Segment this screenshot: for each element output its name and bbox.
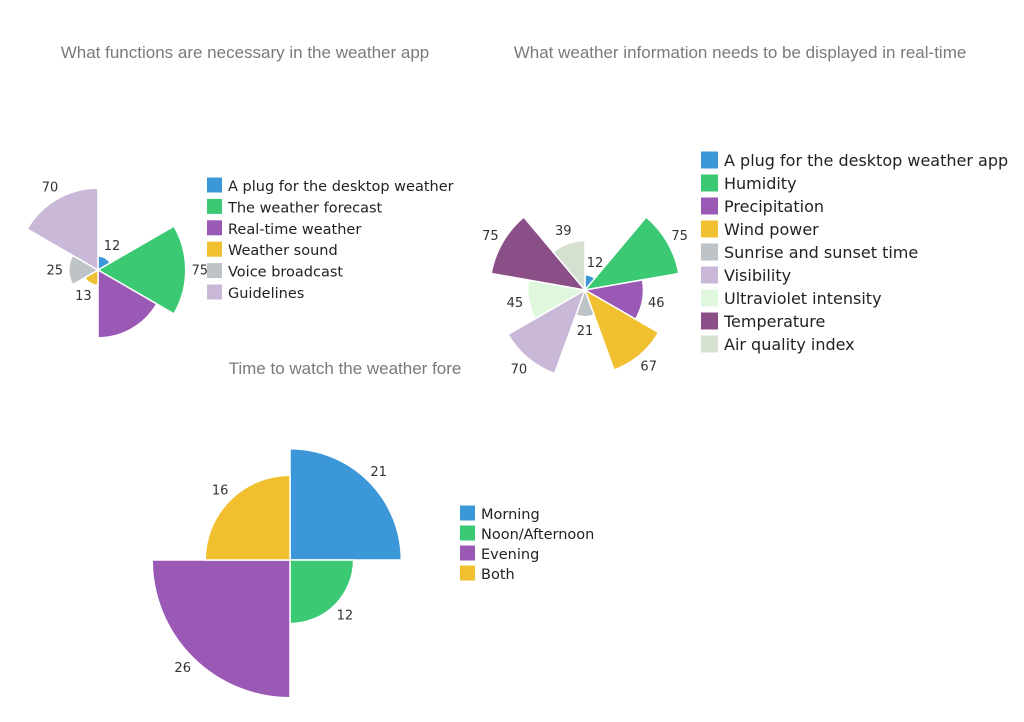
legend-label-the-weather-forecast[interactable]: The weather forecast bbox=[227, 200, 383, 216]
chart-realtime-legend: A plug for the desktop weather app Humidi… bbox=[701, 151, 1008, 354]
rose-slice-wind-power[interactable] bbox=[583, 288, 660, 371]
value-label-noon-afternoon: 12 bbox=[337, 608, 354, 623]
value-label-both: 16 bbox=[212, 484, 229, 499]
legend-swatch-guidelines[interactable] bbox=[207, 284, 222, 300]
legend-label-ultraviolet-intensity[interactable]: Ultraviolet intensity bbox=[724, 289, 882, 308]
chart-title-watch-time: Time to watch the weather fore bbox=[229, 359, 462, 378]
value-label-evening: 26 bbox=[174, 661, 191, 676]
chart-watch-time-legend: Morning Noon/Afternoon Evening Both bbox=[460, 505, 594, 583]
legend-label-morning[interactable]: Morning bbox=[481, 507, 540, 523]
legend-label-air-quality-index[interactable]: Air quality index bbox=[724, 335, 855, 354]
legend-label-precipitation[interactable]: Precipitation bbox=[724, 197, 824, 216]
legend-swatch-sunrise-and-sunset-time[interactable] bbox=[701, 243, 718, 261]
legend-label-temperature[interactable]: Temperature bbox=[723, 312, 825, 331]
legend-swatch-noon-afternoon[interactable] bbox=[460, 525, 475, 541]
legend-swatch-temperature[interactable] bbox=[701, 312, 718, 330]
legend-swatch-morning[interactable] bbox=[460, 505, 475, 521]
legend-label-both[interactable]: Both bbox=[481, 567, 515, 583]
legend-swatch-weather-sound[interactable] bbox=[207, 241, 222, 257]
rose-slice-air-quality-index[interactable] bbox=[552, 239, 586, 293]
legend-swatch-voice-broadcast[interactable] bbox=[207, 263, 222, 279]
value-label-weather-sound: 13 bbox=[75, 289, 92, 304]
legend-label-sunrise-and-sunset-time[interactable]: Sunrise and sunset time bbox=[724, 243, 918, 262]
chart-functions-rose bbox=[26, 187, 187, 339]
value-label-visibility: 70 bbox=[511, 362, 528, 377]
legend-label-humidity[interactable]: Humidity bbox=[724, 174, 797, 193]
legend-label-weather-sound[interactable]: Weather sound bbox=[228, 243, 338, 259]
rose-slice-morning[interactable] bbox=[289, 447, 403, 561]
rose-slice-both[interactable] bbox=[204, 474, 291, 561]
legend-swatch-evening[interactable] bbox=[460, 545, 475, 561]
value-label-ultraviolet-intensity: 45 bbox=[507, 296, 524, 311]
rose-slice-evening[interactable] bbox=[151, 559, 291, 699]
rose-slice-the-weather-forecast[interactable] bbox=[96, 225, 187, 315]
chart-realtime-value-labels: 12 75 46 67 21 70 45 75 39 bbox=[482, 224, 688, 377]
rose-slice-visibility[interactable] bbox=[506, 288, 587, 375]
legend-swatch-precipitation[interactable] bbox=[701, 197, 718, 215]
value-label-a-plug-for-the-desktop-weather: 12 bbox=[104, 239, 121, 254]
chart-functions-legend: A plug for the desktop weather The weathe… bbox=[207, 177, 454, 302]
chart-realtime-rose bbox=[490, 215, 680, 375]
legend-label-a-plug-for-the-desktop-weather[interactable]: A plug for the desktop weather bbox=[228, 179, 454, 195]
legend-swatch-ultraviolet-intensity[interactable] bbox=[701, 289, 718, 307]
legend-swatch-both[interactable] bbox=[460, 565, 475, 581]
rose-slice-humidity[interactable] bbox=[583, 215, 680, 292]
rose-slice-temperature[interactable] bbox=[490, 215, 587, 292]
legend-label-wind-power[interactable]: Wind power bbox=[724, 220, 819, 239]
value-label-temperature: 75 bbox=[482, 229, 499, 244]
legend-label-voice-broadcast[interactable]: Voice broadcast bbox=[228, 265, 343, 281]
legend-label-real-time-weather[interactable]: Real-time weather bbox=[228, 222, 361, 238]
value-label-humidity: 75 bbox=[671, 229, 688, 244]
chart-title-realtime: What weather information needs to be dis… bbox=[514, 43, 967, 62]
value-label-wind-power: 67 bbox=[640, 359, 657, 374]
legend-label-guidelines[interactable]: Guidelines bbox=[228, 286, 304, 302]
rose-slice-real-time-weather[interactable] bbox=[97, 268, 158, 339]
legend-swatch-a-plug-for-the-desktop-weather-app[interactable] bbox=[701, 151, 718, 169]
legend-swatch-humidity[interactable] bbox=[701, 174, 718, 192]
legend-swatch-the-weather-forecast[interactable] bbox=[207, 198, 222, 214]
value-label-guidelines: 70 bbox=[42, 180, 59, 195]
value-label-voice-broadcast: 25 bbox=[47, 264, 64, 279]
value-label-morning: 21 bbox=[370, 465, 387, 480]
legend-label-noon-afternoon[interactable]: Noon/Afternoon bbox=[481, 527, 594, 543]
legend-swatch-visibility[interactable] bbox=[701, 266, 718, 284]
chart-functions-value-labels: 12 75 13 25 70 bbox=[42, 180, 208, 303]
legend-swatch-real-time-weather[interactable] bbox=[207, 220, 222, 236]
rose-slice-noon-afternoon[interactable] bbox=[289, 559, 355, 625]
value-label-sunrise-and-sunset-time: 21 bbox=[577, 324, 594, 339]
legend-label-a-plug-for-the-desktop-weather-app[interactable]: A plug for the desktop weather app bbox=[724, 151, 1008, 170]
value-label-precipitation: 46 bbox=[648, 296, 665, 311]
chart-watch-time-rose bbox=[151, 447, 403, 699]
value-label-the-weather-forecast: 75 bbox=[192, 264, 209, 279]
value-label-air-quality-index: 39 bbox=[555, 224, 572, 239]
legend-swatch-air-quality-index[interactable] bbox=[701, 335, 718, 353]
chart-title-functions: What functions are necessary in the weat… bbox=[61, 43, 430, 62]
rose-slice-guidelines[interactable] bbox=[26, 187, 99, 272]
legend-label-evening[interactable]: Evening bbox=[481, 547, 539, 563]
legend-swatch-wind-power[interactable] bbox=[701, 220, 718, 238]
value-label-a-plug-for-the-desktop-weather-app: 12 bbox=[587, 256, 604, 271]
chart-watch-time-value-labels: 21 12 26 16 bbox=[174, 465, 386, 676]
legend-swatch-a-plug-for-the-desktop-weather[interactable] bbox=[207, 177, 222, 193]
legend-label-visibility[interactable]: Visibility bbox=[724, 266, 791, 285]
